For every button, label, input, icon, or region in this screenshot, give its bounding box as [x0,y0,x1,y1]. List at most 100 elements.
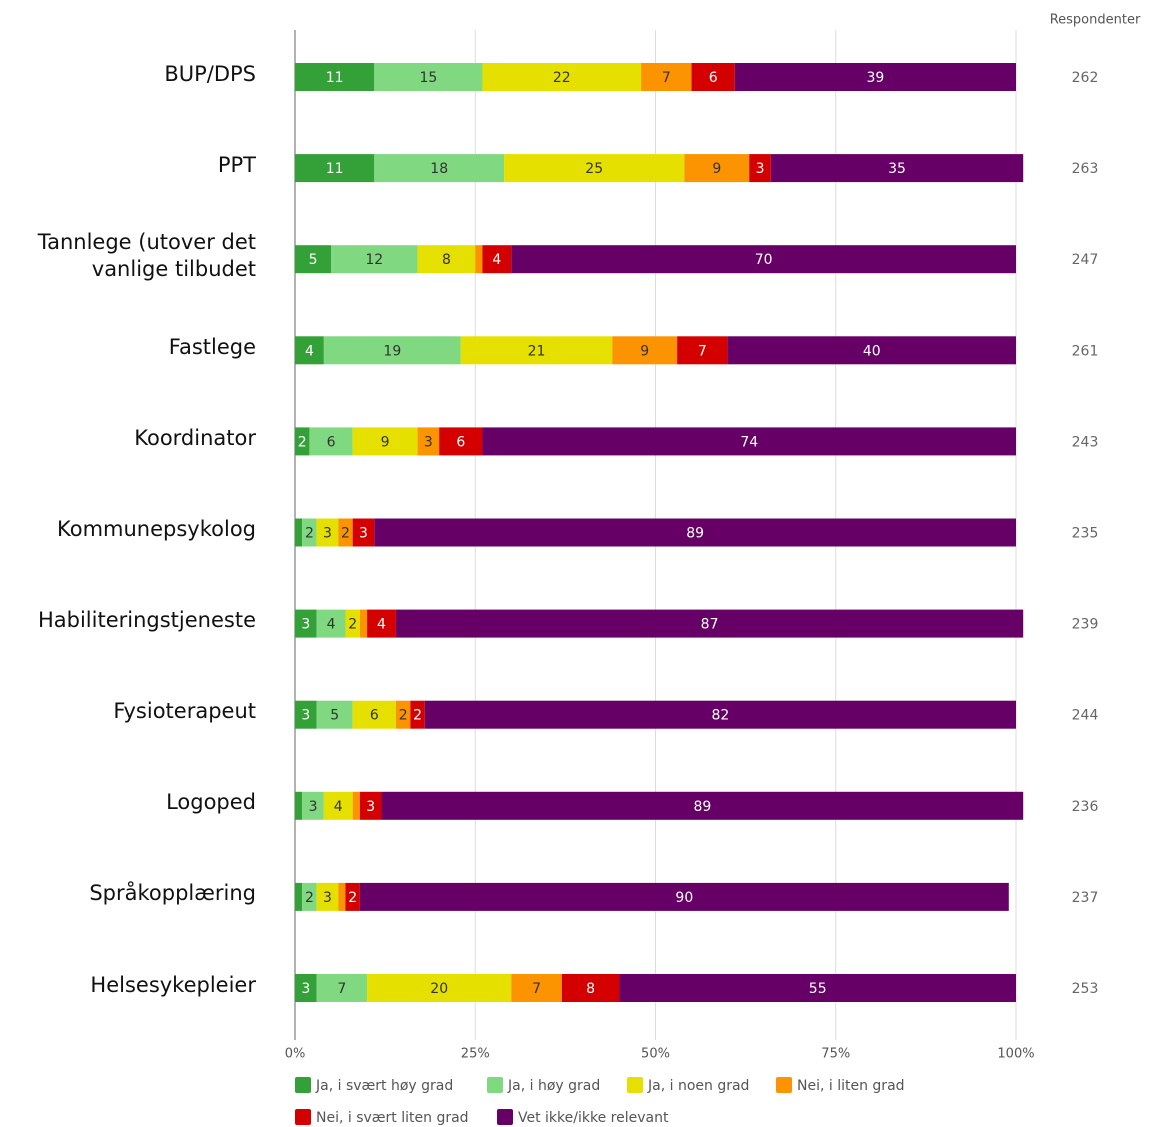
bar-segment [460,336,613,365]
bar-segment [684,154,750,183]
bar-segment [359,791,382,820]
data-label: 9 [712,161,721,177]
respondents-value: 262 [1072,70,1099,86]
bar-segment [374,518,1016,547]
legend-label: Nei, i liten grad [797,1078,905,1094]
bar-segment [367,974,512,1002]
bar-segment [410,700,425,729]
data-label: 6 [709,70,718,86]
bar-segment [511,974,562,1002]
data-label: 3 [756,161,765,177]
data-label: 21 [528,343,546,359]
category-label: Tannlege (utover det vanlige tilbudet [37,230,256,282]
bar-segment [482,427,1017,456]
data-label: 7 [698,343,707,359]
data-label: 90 [675,890,693,906]
bar-segment [482,245,512,274]
bar-segment [352,427,418,456]
respondents-value: 261 [1072,343,1099,359]
bar-segment [424,700,1016,729]
data-label: 74 [740,434,758,450]
legend-label: Ja, i høy grad [507,1078,600,1094]
data-label: 22 [553,70,571,86]
bar-segment [302,791,324,820]
data-label: 19 [383,343,401,359]
data-label: 3 [366,799,375,815]
bar-segment [295,245,332,274]
category-label: Habiliteringstjeneste [37,608,256,633]
bar-segment [770,154,1024,183]
legend-swatch [295,1109,311,1125]
data-label: 55 [809,981,827,997]
data-label: 25 [585,161,603,177]
legend-label: Ja, i svært høy grad [315,1078,453,1094]
legend-swatch [487,1077,503,1093]
bar-segment [302,882,317,911]
bar-segment [641,63,692,91]
data-label: 3 [359,526,368,542]
bar-segment [295,974,317,1002]
bar-segment [316,700,353,729]
data-label: 18 [430,161,448,177]
data-label: 4 [377,617,386,633]
data-label: 5 [309,252,318,268]
respondents-value: 263 [1072,161,1099,177]
bar-segment [691,63,735,91]
bar-segment [331,245,418,274]
bar-segment [295,63,375,91]
bar-segment [734,63,1016,91]
legend-label: Nei, i svært liten grad [316,1110,469,1126]
data-label: 2 [348,617,357,633]
respondents-value: 244 [1072,708,1099,724]
data-label: 7 [662,70,671,86]
data-label: 89 [693,799,711,815]
data-label: 3 [323,890,332,906]
data-label: 8 [586,981,595,997]
bar-segment [749,154,771,183]
legend-swatch [295,1077,311,1093]
data-label: 2 [348,890,357,906]
bar-segment [295,154,375,183]
bar-segment [417,427,440,456]
bar-segment [295,427,310,456]
data-label: 6 [456,434,465,450]
data-label: 3 [309,799,318,815]
data-label: 4 [492,252,501,268]
bar-segment [295,609,317,638]
category-label: Logoped [166,790,256,815]
data-label: 6 [327,434,336,450]
data-label: 15 [419,70,437,86]
data-label: 39 [866,70,884,86]
data-label: 2 [413,708,422,724]
category-label: BUP/DPS [164,61,256,86]
bar-segment [295,791,303,820]
bar-segment [395,609,1024,638]
data-label: 12 [365,252,383,268]
bar-segment [352,791,360,820]
bar-segment [367,609,396,638]
data-label: 3 [301,708,310,724]
data-label: 4 [334,799,343,815]
data-label: 6 [370,708,379,724]
bar-segment [619,974,1016,1002]
category-label: Fysioterapeut [113,699,256,724]
bar-segment [345,609,360,638]
data-label: 11 [326,161,344,177]
data-label: 4 [327,617,336,633]
bar-segment [439,427,483,456]
data-label: 9 [381,434,390,450]
bar-segment [295,882,303,911]
legend-label: Vet ikke/ikke relevant [518,1110,669,1126]
bar-segment [295,700,317,729]
respondents-value: 243 [1072,434,1099,450]
bar-segment [352,518,375,547]
category-label: PPT [217,152,256,177]
respondents-value: 235 [1072,526,1099,542]
data-label: 2 [341,526,350,542]
legend-label: Ja, i noen grad [647,1078,749,1094]
x-tick-label: 25% [461,1047,490,1062]
category-label: Helsesykepleier [90,972,256,997]
data-label: 7 [532,981,541,997]
category-label: Språkopplæring [89,881,256,906]
bar-segment [381,791,1024,820]
